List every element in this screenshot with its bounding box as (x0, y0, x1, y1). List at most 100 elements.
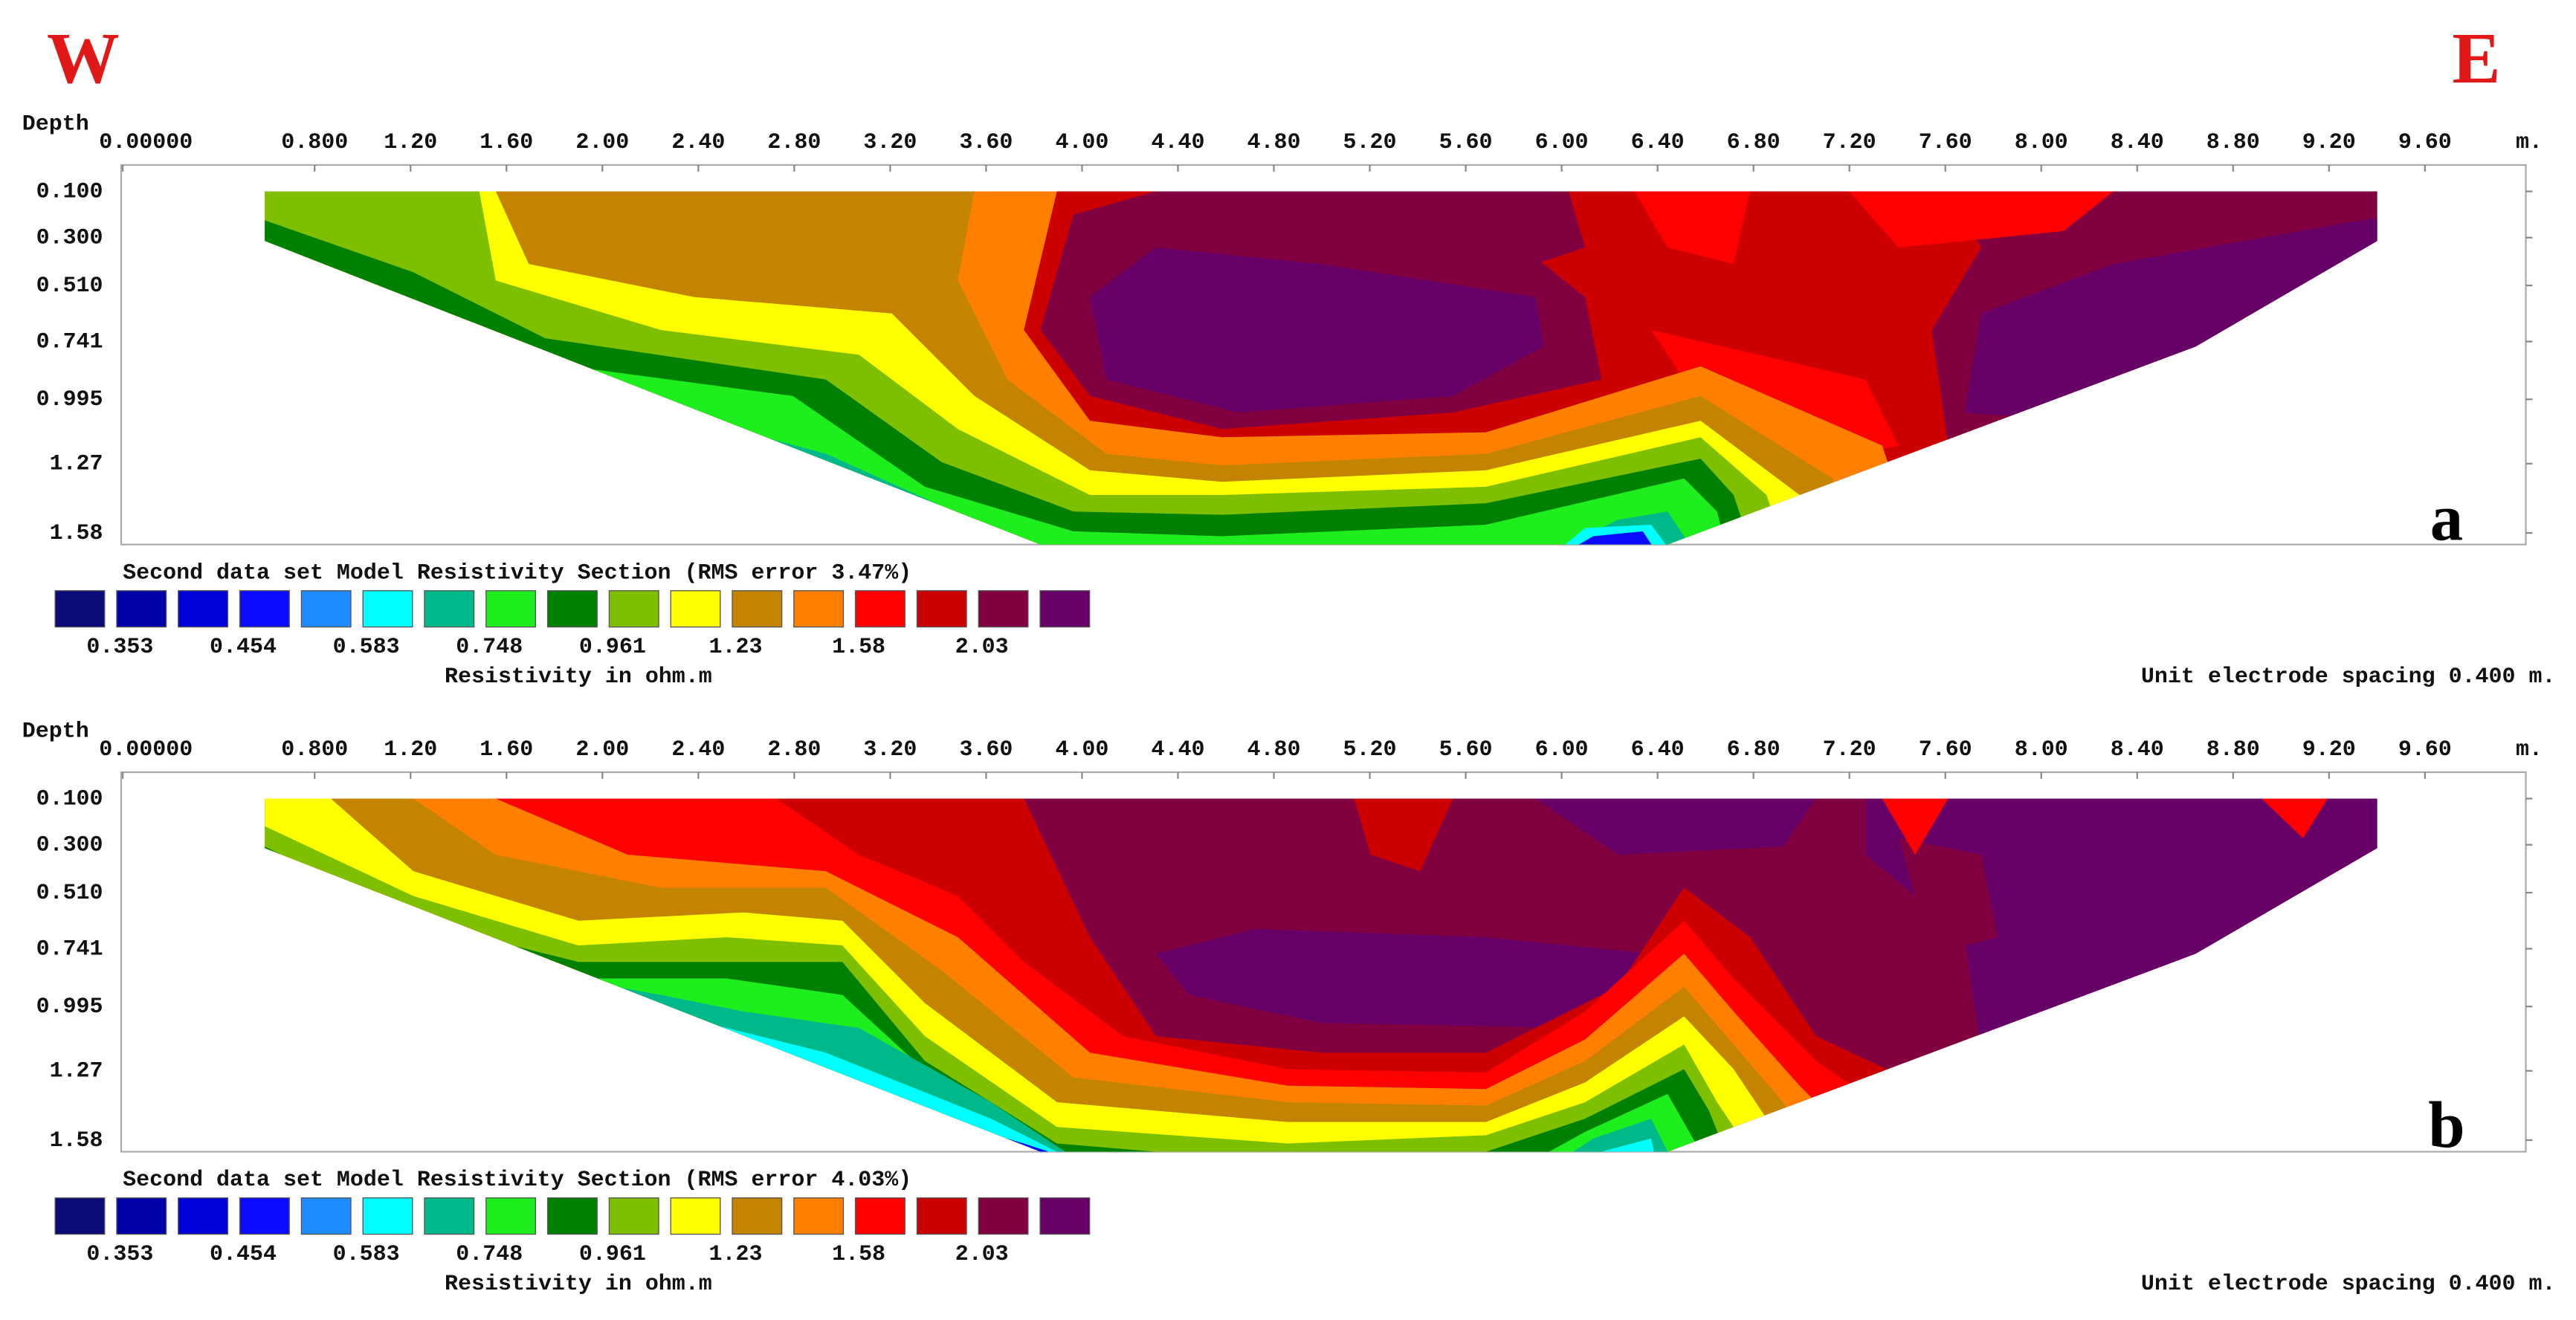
section (265, 191, 2378, 545)
x-tick-label: 9.60 (2398, 129, 2452, 155)
contour-patch (1882, 798, 1949, 855)
legend-tick-label: 0.961 (579, 1241, 646, 1266)
legend-swatch (916, 1197, 967, 1235)
x-tick-label: 7.60 (1919, 129, 1972, 155)
x-tick-label: 8.40 (2111, 129, 2164, 155)
x-tick-label: 2.80 (767, 737, 821, 762)
legend-title: Second data set Model Resistivity Sectio… (123, 1167, 911, 1192)
legend-swatch (978, 1197, 1029, 1235)
spacing-note: Unit electrode spacing 0.400 m. (2141, 1271, 2556, 1296)
x-tick-label: 8.40 (2111, 737, 2164, 762)
panel: Depth 0.00000 0.800 1.20 1.60 2.00 2.40 2.80 3.2… (22, 718, 2556, 1296)
contour-patch (1354, 798, 1453, 872)
legend-swatch (732, 590, 783, 628)
x-tick-label: 0.00000 (99, 129, 193, 155)
legend-swatch (916, 590, 967, 628)
x-tick-label: 4.40 (1152, 737, 1205, 762)
x-tick-label: 1.60 (480, 737, 533, 762)
x-tick-label: 2.40 (671, 737, 725, 762)
legend-swatch (608, 590, 659, 628)
legend-title: Second data set Model Resistivity Sectio… (123, 560, 911, 585)
legend-tick-label: 1.58 (832, 1241, 885, 1266)
legend-tick-label: 1.23 (708, 634, 762, 659)
x-tick-label: 8.00 (2015, 129, 2068, 155)
legend-tick-label: 0.454 (210, 634, 277, 659)
legend-swatch (178, 1197, 229, 1235)
legend-swatch (54, 590, 106, 628)
section (265, 798, 2378, 1152)
legend-swatch (793, 1197, 845, 1235)
legend-tick-label: 0.583 (333, 634, 400, 659)
x-tick-label: 2.40 (671, 129, 725, 155)
x-tick-label: 6.80 (1727, 737, 1781, 762)
legend-tick-label: 0.353 (86, 1241, 153, 1266)
x-tick-label: 5.20 (1343, 129, 1397, 155)
x-unit: m. (2516, 129, 2543, 155)
legend-swatch (1039, 590, 1091, 628)
legend-tick-label: 0.748 (456, 634, 523, 659)
legend-tick-label: 1.58 (832, 634, 885, 659)
legend-tick-label: 0.961 (579, 634, 646, 659)
x-tick-label: 8.80 (2207, 737, 2260, 762)
contour-patch (1090, 248, 1544, 412)
depth-tick-label: 0.741 (36, 936, 103, 961)
x-tick-label: 6.40 (1631, 129, 1685, 155)
x-tick-label: 4.80 (1247, 737, 1301, 762)
x-tick-label: 8.00 (2015, 737, 2068, 762)
legend-swatch (116, 1197, 167, 1235)
panel: Depth 0.00000 0.800 1.20 1.60 2.00 2.40 2.80 3.2… (22, 111, 2556, 689)
x-tick-label: 7.20 (1823, 129, 1876, 155)
x-tick-label: 3.60 (959, 129, 1013, 155)
x-tick-label: 4.00 (1055, 129, 1108, 155)
contour-patch (1535, 798, 1816, 855)
x-tick-label: 1.20 (384, 129, 437, 155)
legend-axis-label: Resistivity in ohm.m (445, 1271, 712, 1296)
x-tick-label: 0.00000 (99, 737, 193, 762)
legend-tick-label: 0.454 (210, 1241, 277, 1266)
legend-swatch (608, 1197, 659, 1235)
legend-swatch (362, 1197, 413, 1235)
contour-patch (1849, 191, 2114, 248)
contour-patch (2262, 798, 2328, 838)
legend-swatch (300, 590, 352, 628)
legend-swatch (116, 590, 167, 628)
legend-swatch (239, 590, 290, 628)
legend-tick-label: 0.353 (86, 634, 153, 659)
depth-tick-label: 1.27 (50, 1058, 103, 1084)
x-tick-label: 3.20 (863, 129, 917, 155)
legend-swatch (239, 1197, 290, 1235)
contour-patch (1634, 191, 1751, 265)
x-tick-label: 1.60 (480, 129, 533, 155)
east-label: E (2452, 19, 2500, 99)
x-tick-label: 5.60 (1439, 129, 1493, 155)
legend-swatch (854, 590, 906, 628)
legend-swatch (1039, 1197, 1091, 1235)
legend-tick-label: 2.03 (955, 1241, 1009, 1266)
depth-tick-label: 0.995 (36, 386, 103, 412)
x-tick-label: 2.00 (575, 737, 629, 762)
depth-tick-label: 0.300 (36, 832, 103, 858)
x-tick-label: 2.80 (767, 129, 821, 155)
legend-swatch (178, 590, 229, 628)
x-tick-label: 4.80 (1247, 129, 1301, 155)
depth-tick-label: 1.58 (50, 1128, 103, 1153)
depth-tick-label: 0.995 (36, 994, 103, 1019)
x-tick-label: 3.60 (959, 737, 1013, 762)
depth-label: Depth (22, 111, 89, 136)
depth-tick-label: 0.100 (36, 786, 103, 811)
legend-swatch (978, 590, 1029, 628)
panel-label: a (2430, 482, 2463, 554)
x-tick-label: 4.00 (1055, 737, 1108, 762)
depth-tick-label: 0.510 (36, 273, 103, 298)
x-tick-label: 3.20 (863, 737, 917, 762)
legend-axis-label: Resistivity in ohm.m (445, 664, 712, 689)
legend-swatch (546, 1197, 598, 1235)
west-label: W (47, 19, 120, 99)
contour-patch (1898, 838, 1998, 954)
legend-swatch (485, 1197, 537, 1235)
depth-tick-label: 0.510 (36, 880, 103, 905)
x-tick-label: 9.60 (2398, 737, 2452, 762)
legend-swatch (54, 1197, 106, 1235)
x-tick-label: 4.40 (1152, 129, 1205, 155)
